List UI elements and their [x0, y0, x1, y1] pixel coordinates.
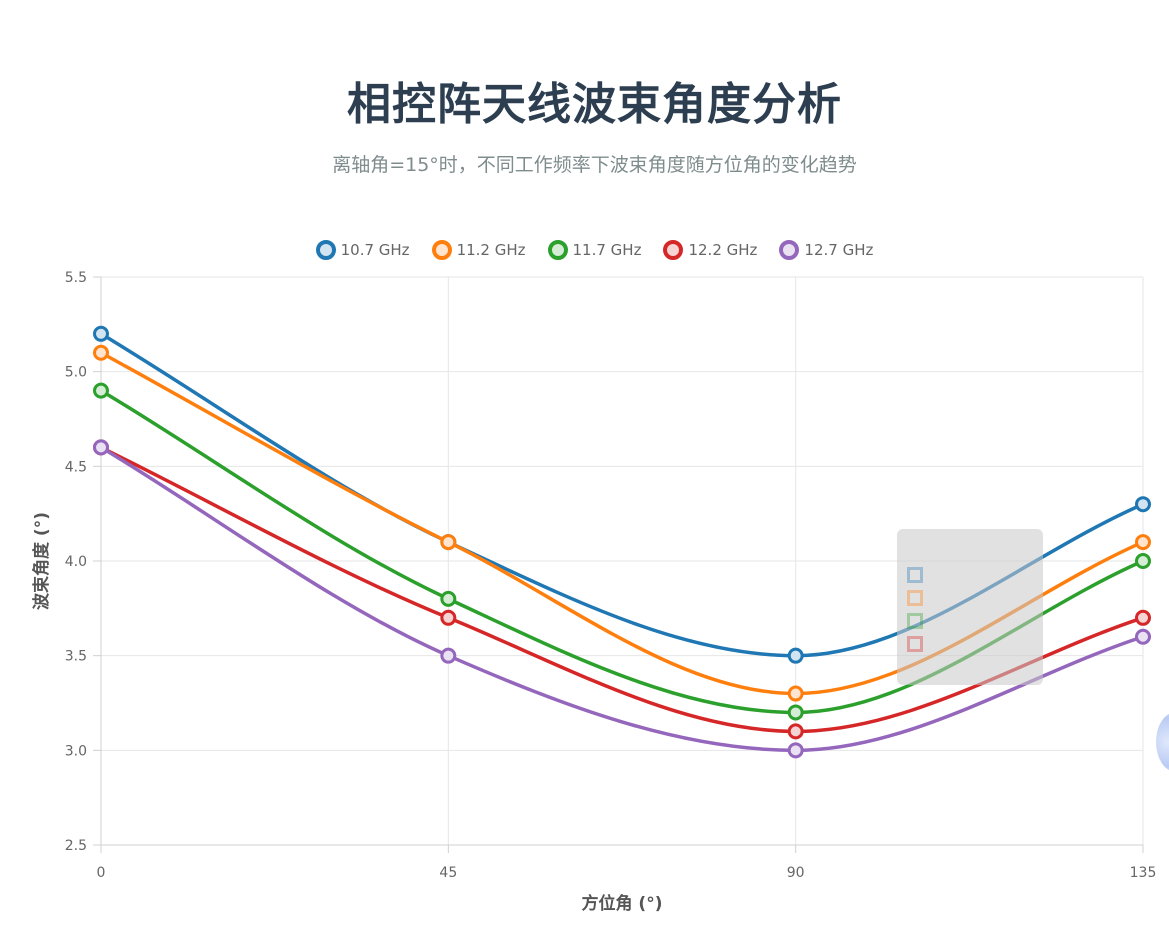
data-point-fill: [1136, 535, 1150, 549]
series-4: [93, 439, 1151, 759]
legend-item[interactable]: 11.7 GHz: [547, 240, 642, 260]
data-point-fill: [789, 649, 803, 663]
legend-item[interactable]: 12.7 GHz: [779, 240, 873, 260]
data-point-fill: [1136, 497, 1150, 511]
legend-swatch: [431, 240, 452, 260]
legend-swatch: [315, 240, 336, 260]
x-tick-label: 90: [787, 865, 805, 881]
legend-label: 11.7 GHz: [572, 241, 642, 259]
chart-subtitle: 离轴角=15°时，不同工作频率下波束角度随方位角的变化趋势: [332, 154, 857, 176]
data-point-fill: [94, 384, 108, 398]
legend-swatch: [663, 240, 684, 260]
data-point: [1135, 534, 1151, 551]
legend-label: 12.7 GHz: [804, 241, 874, 259]
series-3: [93, 439, 1151, 740]
x-axis-title: 方位角 (°): [582, 893, 663, 914]
data-point: [440, 590, 457, 607]
data-point: [787, 704, 804, 721]
data-point: [787, 685, 804, 702]
data-point-fill: [1136, 554, 1150, 568]
tooltip-swatch: [907, 590, 923, 606]
chart-axes: [93, 276, 1144, 853]
data-point: [787, 647, 804, 664]
data-point: [1135, 628, 1151, 645]
data-point-fill: [1136, 630, 1150, 644]
data-point: [1135, 553, 1151, 569]
data-point-fill: [441, 611, 455, 625]
floating-action-button[interactable]: [1156, 712, 1169, 772]
legend-label: 12.2 GHz: [688, 241, 758, 259]
data-point: [787, 723, 804, 740]
faded-tooltip: [897, 529, 1043, 685]
legend-item[interactable]: 11.2 GHz: [431, 240, 526, 260]
data-point: [93, 325, 109, 342]
data-point: [440, 647, 457, 664]
y-axis-title: 波束角度 (°): [31, 512, 52, 610]
axis-labels: 2.5 3.0 3.5 4.0 4.5 5.0 5.5 0 45 90 135 方位角 (°) 波束角度…: [31, 270, 1156, 914]
data-point: [93, 439, 109, 456]
data-point: [440, 534, 457, 551]
data-point: [1135, 496, 1151, 513]
legend-swatch: [779, 240, 800, 260]
data-point: [440, 609, 457, 626]
legend-item[interactable]: 10.7 GHz: [315, 240, 410, 260]
y-tick-label: 3.0: [65, 743, 87, 759]
x-tick-label: 0: [97, 865, 106, 881]
data-point-fill: [789, 687, 803, 701]
data-point-fill: [441, 535, 455, 549]
y-tick-label: 4.0: [65, 554, 87, 570]
data-point: [787, 742, 804, 759]
series-line: [100, 445, 1144, 753]
data-point: [93, 344, 109, 361]
data-point: [93, 382, 109, 399]
chart-title: 相控阵天线波束角度分析: [347, 79, 842, 130]
x-tick-label: 135: [1130, 865, 1157, 881]
data-point-fill: [789, 743, 803, 757]
legend-label: 10.7 GHz: [340, 241, 410, 259]
x-tick-label: 45: [439, 865, 457, 881]
y-tick-label: 2.5: [65, 838, 87, 854]
data-point-fill: [441, 592, 455, 606]
data-point-fill: [94, 346, 108, 360]
data-point-fill: [789, 724, 803, 738]
tooltip-swatch: [907, 636, 923, 652]
data-point-fill: [789, 705, 803, 719]
legend-item[interactable]: 12.2 GHz: [663, 240, 757, 260]
legend-label: 11.2 GHz: [456, 241, 526, 259]
y-tick-label: 4.5: [65, 459, 87, 475]
y-tick-label: 5.5: [65, 270, 87, 286]
legend-swatch: [547, 240, 568, 260]
chart-legend: 10.7 GHz 11.2 GHz 11.7 GHz 12.2 GHz 12.7 GHz: [0, 240, 1169, 260]
data-point-fill: [94, 440, 108, 454]
data-point: [1135, 609, 1151, 626]
data-point-fill: [441, 649, 455, 663]
y-tick-label: 3.5: [65, 649, 87, 665]
data-point-fill: [94, 327, 108, 341]
tooltip-swatch: [907, 613, 923, 629]
tooltip-swatch: [907, 567, 923, 583]
series-line: [100, 445, 1144, 734]
y-tick-label: 5.0: [65, 365, 87, 381]
data-point-fill: [1136, 611, 1150, 625]
